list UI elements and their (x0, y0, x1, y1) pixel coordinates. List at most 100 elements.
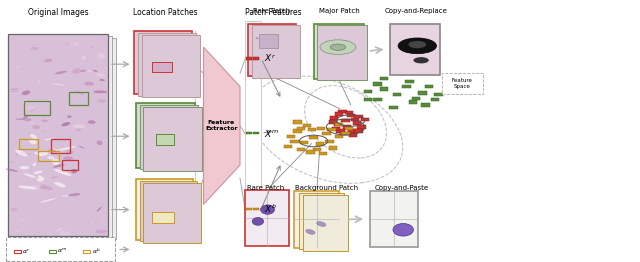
Circle shape (398, 38, 436, 54)
Ellipse shape (20, 152, 24, 155)
Ellipse shape (55, 71, 67, 74)
Bar (332, 127, 340, 130)
Ellipse shape (56, 85, 60, 87)
Ellipse shape (14, 230, 23, 232)
Bar (246, 57, 252, 60)
Ellipse shape (36, 178, 43, 182)
Ellipse shape (33, 163, 36, 166)
Ellipse shape (97, 99, 106, 102)
Ellipse shape (41, 130, 47, 132)
Bar (380, 77, 388, 80)
Ellipse shape (67, 115, 72, 118)
Ellipse shape (95, 230, 108, 234)
Ellipse shape (61, 128, 68, 131)
Bar (140, 181, 197, 241)
Bar (51, 139, 70, 153)
Bar (253, 57, 259, 60)
Ellipse shape (23, 118, 31, 121)
Bar (390, 106, 398, 109)
Bar (349, 133, 358, 137)
Ellipse shape (10, 161, 15, 163)
Ellipse shape (54, 182, 66, 187)
Ellipse shape (31, 47, 39, 50)
Bar (303, 124, 311, 128)
Bar (24, 101, 50, 115)
Ellipse shape (52, 148, 61, 152)
Bar (297, 148, 305, 151)
Text: Patch Features: Patch Features (245, 8, 301, 17)
Ellipse shape (91, 70, 97, 72)
Ellipse shape (6, 168, 18, 172)
Bar (246, 208, 252, 210)
Ellipse shape (30, 134, 37, 140)
Ellipse shape (97, 207, 102, 212)
Ellipse shape (29, 122, 35, 124)
Ellipse shape (52, 83, 64, 86)
Text: Original Images: Original Images (28, 8, 88, 17)
Bar (422, 103, 430, 106)
Ellipse shape (51, 159, 59, 164)
Circle shape (413, 57, 429, 63)
Bar (335, 112, 344, 116)
Bar (314, 24, 364, 79)
Bar (339, 110, 347, 113)
Text: Rare Patch: Rare Patch (247, 185, 284, 191)
Ellipse shape (61, 122, 70, 126)
Bar (152, 212, 174, 223)
Bar (299, 193, 344, 249)
Bar (19, 139, 38, 149)
Ellipse shape (70, 180, 72, 181)
Bar (406, 80, 414, 83)
Ellipse shape (81, 56, 86, 59)
Text: Copy-and-Paste: Copy-and-Paste (374, 185, 428, 191)
Ellipse shape (25, 106, 35, 110)
Bar (334, 123, 342, 126)
Ellipse shape (260, 205, 275, 214)
Ellipse shape (57, 71, 60, 73)
Text: $X^r$: $X^r$ (264, 53, 276, 64)
Ellipse shape (99, 79, 105, 81)
Bar (13, 36, 112, 238)
Ellipse shape (38, 198, 45, 201)
Bar (69, 92, 88, 105)
Ellipse shape (75, 91, 84, 95)
Ellipse shape (85, 54, 91, 57)
Ellipse shape (84, 82, 94, 86)
Ellipse shape (29, 109, 36, 112)
Ellipse shape (40, 184, 47, 189)
Bar (245, 190, 289, 246)
Ellipse shape (10, 208, 18, 212)
Ellipse shape (88, 69, 94, 72)
Circle shape (330, 44, 346, 50)
Ellipse shape (34, 152, 42, 156)
Ellipse shape (42, 119, 48, 122)
Ellipse shape (24, 173, 36, 178)
Bar (342, 132, 350, 135)
Ellipse shape (92, 46, 93, 48)
Bar (293, 129, 302, 133)
Bar (143, 107, 202, 171)
Ellipse shape (19, 152, 31, 155)
Bar (435, 93, 443, 96)
Bar (370, 191, 418, 247)
Bar (317, 25, 367, 80)
Bar (364, 98, 372, 101)
Bar (49, 250, 56, 253)
Polygon shape (204, 47, 240, 204)
Bar (297, 127, 305, 130)
Bar (374, 82, 381, 85)
Text: Copy-and-Replace: Copy-and-Replace (385, 8, 447, 14)
Bar (342, 119, 350, 122)
Circle shape (408, 41, 426, 48)
Bar (142, 35, 200, 97)
Bar (294, 191, 339, 248)
Ellipse shape (10, 91, 19, 92)
Ellipse shape (54, 162, 60, 165)
Bar (259, 34, 278, 48)
Bar (442, 73, 483, 94)
Bar (329, 146, 337, 150)
Bar (284, 145, 292, 148)
Ellipse shape (317, 222, 326, 226)
Bar (6, 237, 115, 261)
Bar (431, 98, 440, 101)
